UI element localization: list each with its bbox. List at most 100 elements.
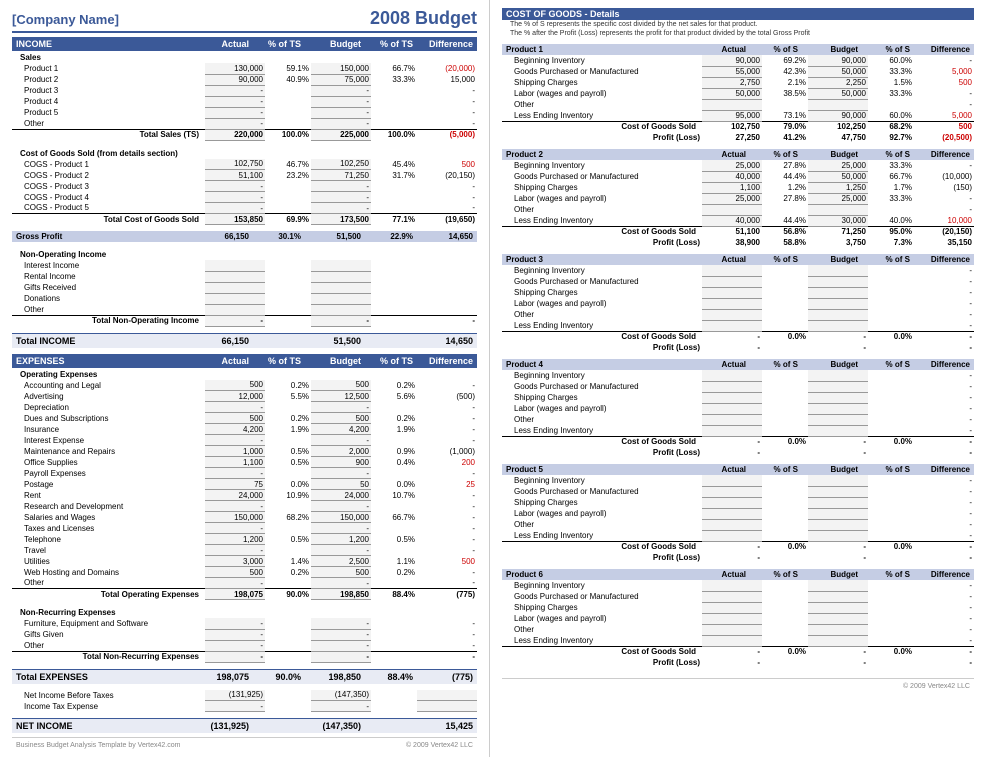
net-before-row: Net Income Before Taxes (131,925) (147,3… bbox=[12, 690, 477, 701]
table-row: Gifts Received bbox=[12, 282, 477, 293]
table-row: Research and Development - - - bbox=[12, 501, 477, 512]
page: [Company Name] 2008 Budget INCOME Actual… bbox=[0, 0, 986, 757]
table-row: Furniture, Equipment and Software - - - bbox=[12, 618, 477, 629]
table-row: Product 4 - - - bbox=[12, 96, 477, 107]
table-row: Less Ending Inventory - bbox=[502, 320, 974, 331]
table-row: Other - bbox=[502, 204, 974, 215]
cogs-label: Cost of Goods Sold (from details section… bbox=[12, 147, 477, 159]
table-row: Interest Expense - - - bbox=[12, 435, 477, 446]
company-name: [Company Name] bbox=[12, 12, 119, 27]
product-table: Beginning Inventory - Goods Purchased or… bbox=[502, 580, 974, 668]
cogs-total-row: Cost of Goods Sold -0.0% -0.0% - bbox=[502, 331, 974, 342]
table-row: Beginning Inventory 25,00027.8% 25,00033… bbox=[502, 160, 974, 171]
footer-right-text: © 2009 Vertex42 LLC bbox=[406, 742, 473, 749]
table-row: Travel - - - bbox=[12, 545, 477, 556]
table-row: Shipping Charges 1,1001.2% 1,2501.7% (15… bbox=[502, 182, 974, 193]
table-row: Other bbox=[12, 304, 477, 315]
table-row: Labor (wages and payroll) 50,00038.5% 50… bbox=[502, 88, 974, 99]
nonrec-label: Non-Recurring Expenses bbox=[12, 606, 477, 618]
table-row: Total Cost of Goods Sold 153,850 69.9% 1… bbox=[12, 214, 477, 225]
table-row: Insurance 4,200 1.9% 4,200 1.9% - bbox=[12, 424, 477, 435]
table-row: COGS - Product 1 102,750 46.7% 102,250 4… bbox=[12, 159, 477, 170]
total-income-row: Total INCOME 66,150 51,500 14,650 bbox=[12, 333, 477, 348]
table-row: Rental Income bbox=[12, 271, 477, 282]
table-row: COGS - Product 3 - - - bbox=[12, 181, 477, 192]
table-row: Other - - - bbox=[12, 640, 477, 651]
table-row: Total Sales (TS) 220,000 100.0% 225,000 … bbox=[12, 129, 477, 140]
table-row: Product 3 - - - bbox=[12, 85, 477, 96]
table-row: Other - - - bbox=[12, 578, 477, 589]
table-row: Beginning Inventory - bbox=[502, 265, 974, 276]
product-table: Beginning Inventory 90,00069.2% 90,00060… bbox=[502, 55, 974, 143]
col-diff: Difference bbox=[413, 39, 473, 49]
nonop-label: Non-Operating Income bbox=[12, 248, 477, 260]
gross-profit-label: Gross Profit bbox=[16, 232, 189, 241]
table-row: Labor (wages and payroll) - bbox=[502, 508, 974, 519]
table-row: Maintenance and Repairs 1,000 0.5% 2,000… bbox=[12, 446, 477, 457]
table-row: Goods Purchased or Manufactured - bbox=[502, 276, 974, 287]
profit-row: Profit (Loss) - - - bbox=[502, 552, 974, 563]
cogs-table: COGS - Product 1 102,750 46.7% 102,250 4… bbox=[12, 159, 477, 226]
product-header: Product 6 Actual% of S Budget% of S Diff… bbox=[502, 569, 974, 580]
table-row: Labor (wages and payroll) - bbox=[502, 403, 974, 414]
table-row: Utilities 3,000 1.4% 2,500 1.1% 500 bbox=[12, 556, 477, 567]
table-row: Other - bbox=[502, 309, 974, 320]
col-pct2: % of TS bbox=[361, 39, 413, 49]
table-row: Payroll Expenses - - - bbox=[12, 468, 477, 479]
table-row: Dues and Subscriptions 500 0.2% 500 0.2%… bbox=[12, 413, 477, 424]
table-row: Rent 24,000 10.9% 24,000 10.7% - bbox=[12, 490, 477, 501]
gross-profit-row: Gross Profit 66,150 30.1% 51,500 22.9% 1… bbox=[12, 231, 477, 242]
table-row: Interest Income bbox=[12, 260, 477, 271]
table-row: COGS - Product 2 51,100 23.2% 71,250 31.… bbox=[12, 170, 477, 181]
product-table: Beginning Inventory - Goods Purchased or… bbox=[502, 475, 974, 563]
table-row: Telephone 1,200 0.5% 1,200 0.5% - bbox=[12, 534, 477, 545]
table-row: Shipping Charges - bbox=[502, 287, 974, 298]
table-row: Product 2 90,000 40.9% 75,000 33.3% 15,0… bbox=[12, 74, 477, 85]
product-header: Product 1 Actual% of S Budget% of S Diff… bbox=[502, 44, 974, 55]
table-row: Gifts Given - - - bbox=[12, 629, 477, 640]
product-header: Product 4 Actual% of S Budget% of S Diff… bbox=[502, 359, 974, 370]
profit-row: Profit (Loss) 38,90058.8% 3,7507.3% 35,1… bbox=[502, 237, 974, 248]
sales-label: Sales bbox=[12, 51, 477, 63]
header: [Company Name] 2008 Budget bbox=[12, 8, 477, 33]
table-row: Goods Purchased or Manufactured - bbox=[502, 381, 974, 392]
table-row: Other - bbox=[502, 99, 974, 110]
table-row: Donations bbox=[12, 293, 477, 304]
cogs-total-row: Cost of Goods Sold 51,10056.8% 71,25095.… bbox=[502, 226, 974, 237]
product-table: Beginning Inventory - Goods Purchased or… bbox=[502, 265, 974, 353]
expenses-header: EXPENSES Actual % of TS Budget % of TS D… bbox=[12, 354, 477, 368]
table-row: COGS - Product 4 - - - bbox=[12, 192, 477, 203]
table-row: Goods Purchased or Manufactured - bbox=[502, 486, 974, 497]
product-header: Product 2 Actual% of S Budget% of S Diff… bbox=[502, 149, 974, 160]
profit-row: Profit (Loss) 27,25041.2% 47,75092.7% (2… bbox=[502, 132, 974, 143]
nonop-table: Interest Income Rental Income Gifts Rece… bbox=[12, 260, 477, 327]
table-row: Other - bbox=[502, 414, 974, 425]
nonrec-table: Furniture, Equipment and Software - - - … bbox=[12, 618, 477, 663]
table-row: Total Operating Expenses 198,075 90.0% 1… bbox=[12, 589, 477, 600]
table-row: COGS - Product 5 - - - bbox=[12, 203, 477, 214]
products-container: Product 1 Actual% of S Budget% of S Diff… bbox=[502, 44, 974, 674]
table-row: Beginning Inventory - bbox=[502, 370, 974, 381]
right-column: COST OF GOODS - Details The % of S repre… bbox=[490, 0, 986, 757]
net-income-row: NET INCOME (131,925) (147,350) 15,425 bbox=[12, 718, 477, 733]
table-row: Accounting and Legal 500 0.2% 500 0.2% - bbox=[12, 380, 477, 391]
profit-row: Profit (Loss) - - - bbox=[502, 657, 974, 668]
tax-row: Income Tax Expense - - bbox=[12, 701, 477, 712]
cogs-total-row: Cost of Goods Sold -0.0% -0.0% - bbox=[502, 541, 974, 552]
note1: The % of S represents the specific cost … bbox=[502, 20, 974, 29]
table-row: Shipping Charges - bbox=[502, 602, 974, 613]
table-row: Taxes and Licenses - - - bbox=[12, 523, 477, 534]
table-row: Advertising 12,000 5.5% 12,500 5.6% (500… bbox=[12, 391, 477, 402]
table-row: Total Non-Operating Income - - - bbox=[12, 315, 477, 326]
table-row: Less Ending Inventory 40,00044.4% 30,000… bbox=[502, 215, 974, 226]
income-header: INCOME Actual % of TS Budget % of TS Dif… bbox=[12, 37, 477, 51]
table-row: Salaries and Wages 150,000 68.2% 150,000… bbox=[12, 512, 477, 523]
table-row: Product 1 130,000 59.1% 150,000 66.7% (2… bbox=[12, 63, 477, 74]
table-row: Goods Purchased or Manufactured - bbox=[502, 591, 974, 602]
table-row: Less Ending Inventory - bbox=[502, 425, 974, 436]
product-table: Beginning Inventory - Goods Purchased or… bbox=[502, 370, 974, 458]
table-row: Labor (wages and payroll) - bbox=[502, 298, 974, 309]
income-title: INCOME bbox=[16, 39, 189, 49]
table-row: Beginning Inventory - bbox=[502, 580, 974, 591]
col-actual: Actual bbox=[189, 39, 249, 49]
